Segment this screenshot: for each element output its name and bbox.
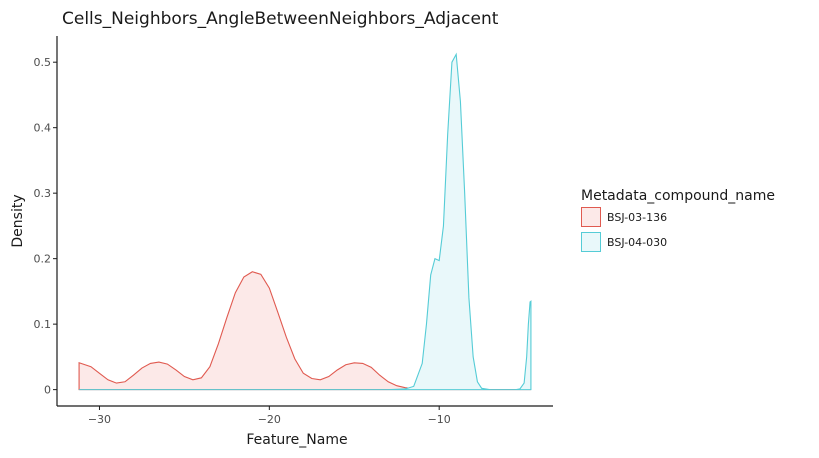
legend-label-1: BSJ-03-136 xyxy=(607,211,667,224)
legend: Metadata_compound_name BSJ-03-136 BSJ-04-… xyxy=(581,188,775,252)
y-tick-label: 0.4 xyxy=(34,122,52,135)
series-group xyxy=(78,52,532,391)
density-area-2 xyxy=(79,52,532,391)
x-tick-label: −20 xyxy=(258,413,281,426)
legend-title: Metadata_compound_name xyxy=(581,188,775,204)
x-tick-label: −10 xyxy=(428,413,451,426)
y-tick-label: 0.2 xyxy=(34,253,52,266)
y-tick-label: 0 xyxy=(44,384,51,397)
y-tick-label: 0.3 xyxy=(34,187,52,200)
legend-items: BSJ-03-136 BSJ-04-030 xyxy=(581,207,667,252)
x-axis-title: Feature_Name xyxy=(246,432,347,448)
chart-title: Cells_Neighbors_AngleBetweenNeighbors_Ad… xyxy=(62,9,499,29)
x-tick-label: −30 xyxy=(88,413,111,426)
y-axis-ticks: 0 0.1 0.2 0.3 0.4 0.5 xyxy=(34,56,57,397)
y-tick-label: 0.1 xyxy=(34,318,52,331)
legend-swatch-1 xyxy=(581,207,601,227)
y-tick-label: 0.5 xyxy=(34,56,52,69)
legend-swatch-2 xyxy=(581,232,601,252)
legend-label-2: BSJ-04-030 xyxy=(607,236,667,249)
y-axis-title: Density xyxy=(10,194,26,247)
x-axis-ticks: −30 −20 −10 xyxy=(88,406,451,426)
